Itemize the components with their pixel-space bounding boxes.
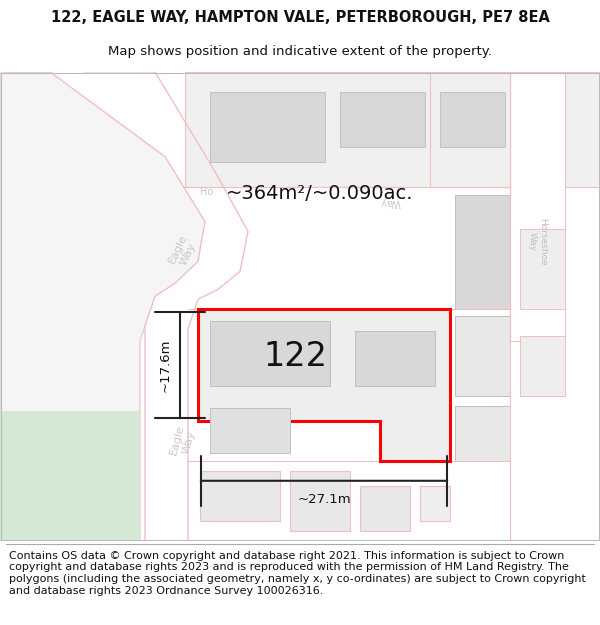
Text: Way: Way xyxy=(380,196,400,206)
Bar xyxy=(430,72,510,187)
Bar xyxy=(210,92,325,162)
Polygon shape xyxy=(5,72,248,541)
Text: ~364m²/~0.090ac.: ~364m²/~0.090ac. xyxy=(226,184,414,203)
Bar xyxy=(360,486,410,531)
Bar xyxy=(290,471,350,531)
Bar xyxy=(200,471,280,521)
Text: 122, EAGLE WAY, HAMPTON VALE, PETERBOROUGH, PE7 8EA: 122, EAGLE WAY, HAMPTON VALE, PETERBOROU… xyxy=(50,11,550,26)
Bar xyxy=(455,194,510,309)
Bar xyxy=(340,92,425,147)
Bar xyxy=(420,486,450,521)
Text: Map shows position and indicative extent of the property.: Map shows position and indicative extent… xyxy=(108,45,492,58)
Bar xyxy=(0,411,140,541)
Text: Contains OS data © Crown copyright and database right 2021. This information is : Contains OS data © Crown copyright and d… xyxy=(9,551,586,596)
Text: Eagle
Way: Eagle Way xyxy=(169,423,197,459)
Text: Ho: Ho xyxy=(200,186,213,196)
Text: Eagle
Way: Eagle Way xyxy=(167,232,199,270)
Bar xyxy=(455,406,510,461)
Bar xyxy=(440,92,505,147)
Text: ~27.1m: ~27.1m xyxy=(297,492,351,506)
Bar xyxy=(355,331,435,386)
Text: ~17.6m: ~17.6m xyxy=(159,338,172,392)
Polygon shape xyxy=(198,309,450,461)
Bar xyxy=(210,408,290,453)
Bar xyxy=(455,316,510,396)
Bar xyxy=(510,72,565,341)
Text: Horseshoe
Way: Horseshoe Way xyxy=(527,217,547,265)
Text: 122: 122 xyxy=(263,339,327,372)
Bar xyxy=(185,72,600,187)
Bar xyxy=(210,321,330,386)
Bar xyxy=(520,229,565,309)
Bar xyxy=(520,336,565,396)
Polygon shape xyxy=(0,72,230,541)
